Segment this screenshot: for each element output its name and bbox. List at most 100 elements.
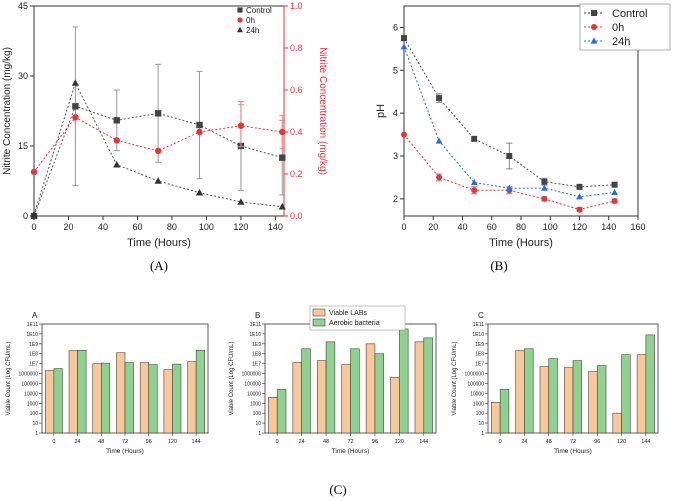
data-point-0h <box>279 128 286 136</box>
y-tick-label: 15 <box>18 141 28 151</box>
data-point-Control <box>506 153 513 159</box>
y-tick-label: 100 <box>30 411 39 417</box>
bar-aerobic-bacteria <box>325 341 336 434</box>
bar-viable-labs <box>163 369 173 434</box>
data-point-24h <box>435 137 443 144</box>
y-axis-label: Viable Count (Log CFU/mL) <box>452 342 458 416</box>
legend-marker <box>237 17 243 23</box>
legend-label: 0h <box>246 16 255 25</box>
y-tick-label: 1E7 <box>29 362 38 368</box>
bar-aerobic-bacteria <box>77 349 87 434</box>
x-tick-label: 96 <box>594 439 600 445</box>
y-tick-label: 1E8 <box>252 352 261 358</box>
y-tick-label: 1000000 <box>465 372 485 378</box>
y-right-tick-label: 0.2 <box>290 169 303 179</box>
y-tick-label: 100000 <box>21 381 38 387</box>
x-tick-label: 20 <box>63 222 73 232</box>
bar-viable-labs <box>491 401 501 434</box>
bar-aerobic-bacteria <box>350 348 360 434</box>
bar-viable-labs <box>139 362 150 434</box>
y-tick-label: 1E9 <box>475 342 484 348</box>
y-tick-label: 1E9 <box>252 342 261 348</box>
subpanel-title: A <box>32 311 38 320</box>
bar-aerobic-bacteria <box>399 328 409 434</box>
y-tick-label: 10 <box>478 421 484 427</box>
y-tick-label: 1000 <box>27 401 38 407</box>
legend-swatch <box>312 308 326 317</box>
legend-box <box>309 305 406 331</box>
bar-aerobic-bacteria <box>374 353 385 434</box>
bar-aerobic-bacteria <box>524 348 534 434</box>
y-right-axis-label: Nitrite Concentration (mg/kg) <box>317 47 328 175</box>
y-tick-label: 1E8 <box>29 352 38 358</box>
bar-aerobic-bacteria <box>124 362 134 434</box>
data-point-Control <box>154 110 162 117</box>
bar-viable-labs <box>365 343 376 434</box>
data-point-24h <box>113 160 121 168</box>
y-tick-label: 1 <box>258 431 261 437</box>
data-point-Control <box>113 117 120 124</box>
data-point-0h <box>576 206 583 213</box>
legend-label: Aerobic bacteria <box>329 320 380 327</box>
bar-aerobic-bacteria <box>276 389 287 434</box>
bar-aerobic-bacteria <box>499 389 510 434</box>
data-point-24h <box>278 202 286 210</box>
data-point-24h <box>154 177 162 184</box>
data-point-Control <box>279 154 286 161</box>
bar-panel-C: C 1 10 100 1000 10000 100000 1000000 1E7 1E8 1E9 1E… <box>452 311 659 455</box>
x-tick-label: 100 <box>199 222 214 232</box>
y-tick-label: 10000 <box>247 391 261 397</box>
x-tick-label: 0 <box>31 222 36 232</box>
x-tick-label: 0 <box>276 439 279 445</box>
data-point-0h <box>401 131 407 138</box>
y-tick-label: 1000000 <box>242 372 262 378</box>
data-point-0h <box>611 198 618 204</box>
legend-label: Control <box>246 6 272 15</box>
legend-label: 0h <box>612 22 624 34</box>
bar-viable-labs <box>563 367 574 434</box>
caption-a: (A) <box>150 258 168 273</box>
x-axis-label: Time (Hours) <box>489 237 553 249</box>
legend-label: Viable LABs <box>329 310 368 317</box>
x-tick-label: 120 <box>233 222 248 232</box>
legend-marker <box>237 26 243 33</box>
bar-aerobic-bacteria <box>596 365 607 434</box>
data-point-0h <box>72 114 79 121</box>
bar-panel-A: A 1 10 100 1000 10000 100000 1000000 1E7 1E8 1E9 1E… <box>6 311 209 455</box>
bar-panel-B: B 1 10 100 1000 10000 100000 1000000 1E7 1E8 1E9 1E… <box>229 311 437 455</box>
x-tick-label: 48 <box>546 439 552 445</box>
data-point-0h <box>237 122 245 129</box>
panel-a-chart: 0 20 40 60 80 100 120 140 0 15 30 45 0.0 0.2 0.4 0.6 0.8… <box>2 1 328 249</box>
data-point-0h <box>471 187 478 194</box>
bar-aerobic-bacteria <box>423 337 433 434</box>
x-axis-label: Time (Hours) <box>127 237 191 249</box>
x-tick-label: 48 <box>98 439 104 445</box>
legend-marker <box>590 37 598 44</box>
data-point-24h <box>30 210 38 218</box>
panel-c-chart: A11010010001000010000010000001E71E81E91E… <box>6 305 659 455</box>
y-tick-label: 1E10 <box>26 332 38 338</box>
y-tick-label: 2 <box>393 194 398 204</box>
y-tick-label: 10000 <box>24 391 38 397</box>
bar-aerobic-bacteria <box>548 358 558 434</box>
y-tick-label: 10 <box>255 421 261 427</box>
x-tick-label: 72 <box>347 439 353 445</box>
y-tick-label: 1E7 <box>252 362 261 368</box>
bar-viable-labs <box>341 364 351 434</box>
y-tick-label: 5 <box>393 65 398 75</box>
bar-viable-labs <box>316 360 327 434</box>
x-tick-label: 0 <box>499 439 502 445</box>
bar-viable-labs <box>45 370 55 434</box>
y-axis-label: Nitrite Concentration (mg/kg) <box>2 47 13 175</box>
bar-viable-labs <box>515 350 525 434</box>
bar-legend: Viable LABs Aerobic bacteria <box>309 305 406 331</box>
bar-viable-labs <box>390 377 400 434</box>
bar-aerobic-bacteria <box>148 364 158 434</box>
x-tick-label: 140 <box>268 222 283 232</box>
x-tick-label: 144 <box>419 439 428 445</box>
x-axis-label: Time (Hours) <box>332 448 370 455</box>
bar-aerobic-bacteria <box>100 362 111 434</box>
legend-marker <box>237 7 243 13</box>
data-point-Control <box>611 181 618 188</box>
data-point-Control <box>541 178 548 185</box>
